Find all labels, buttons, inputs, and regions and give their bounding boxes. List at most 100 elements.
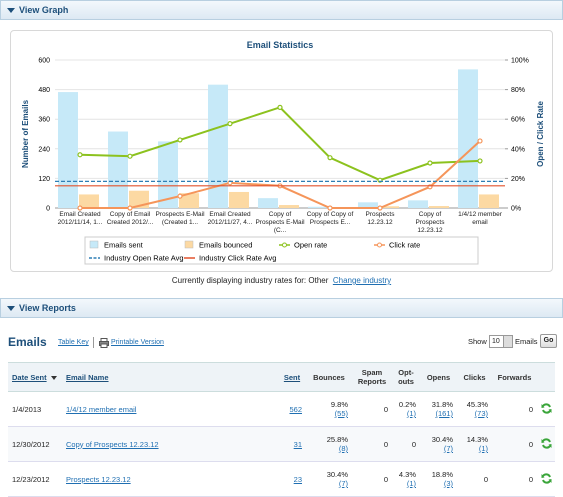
column-header[interactable]: Forwards: [492, 362, 537, 392]
cell-count[interactable]: (55): [334, 409, 348, 418]
bar: [158, 141, 178, 208]
divider: [93, 337, 94, 348]
legend-label: Industry Click Rate Avg: [199, 254, 276, 263]
x-tick-label: 1/4/12 member email: [458, 211, 502, 226]
cell-rate: 45.3%: [466, 400, 488, 409]
cell-count[interactable]: (1): [406, 479, 416, 488]
y2-tick-label: 40%: [511, 146, 525, 153]
printer-icon: [99, 338, 109, 348]
refresh-icon[interactable]: [541, 402, 552, 414]
table-cell: 23: [278, 461, 306, 497]
column-header[interactable]: Opt-outs: [392, 362, 420, 392]
legend-swatch: [184, 240, 194, 249]
cell-rate: 30.4%: [326, 470, 348, 479]
table-cell: 30.4% (7): [420, 426, 457, 462]
table-cell: 9.8% (55): [306, 391, 352, 427]
printable-link[interactable]: Printable Version: [111, 339, 164, 346]
cell-count[interactable]: (1): [478, 444, 488, 453]
bar: [479, 194, 499, 208]
x-tick-label: Copy of Prospects 12.23.12: [415, 211, 445, 234]
industry-note: Currently displaying industry rates for:…: [0, 276, 563, 285]
go-button[interactable]: Go: [540, 334, 557, 348]
table-cell: 0: [352, 426, 392, 462]
column-header-text: Forwards: [497, 372, 532, 382]
change-industry-link[interactable]: Change industry: [332, 276, 392, 285]
y-tick-label: 360: [38, 117, 50, 124]
legend-marker: [282, 242, 287, 248]
cell-link[interactable]: Prospects 12.23.12: [66, 474, 131, 484]
bar: [229, 191, 249, 208]
column-header[interactable]: Bounces: [306, 362, 352, 392]
column-header-text: Bounces: [313, 372, 345, 382]
table-cell: 1/4/12 member email: [62, 391, 278, 427]
bar: [429, 206, 449, 208]
cell-link[interactable]: Copy of Prospects 12.23.12: [66, 439, 159, 449]
graph-header[interactable]: View Graph: [0, 0, 563, 20]
cell-count[interactable]: (8): [338, 444, 348, 453]
y-axis-label: Number of Emails: [21, 99, 30, 168]
table-cell: 12/30/2012: [8, 426, 62, 462]
cell-count[interactable]: (73): [474, 409, 488, 418]
table-cell: 25.8% (8): [306, 426, 352, 462]
line-marker: [377, 205, 383, 211]
table-cell: 0: [492, 461, 537, 497]
cell-count[interactable]: (7): [443, 444, 453, 453]
cell-text: 0: [383, 474, 388, 484]
cell-count[interactable]: (7): [338, 479, 348, 488]
column-header[interactable]: Spam Reports: [352, 362, 392, 392]
cell-count[interactable]: (3): [443, 479, 453, 488]
page-size-select[interactable]: 10: [489, 335, 513, 348]
table-cell: 12/23/2012: [8, 461, 62, 497]
column-header-text: Sent: [283, 372, 301, 382]
x-tick-label: Prospects 12.23.12: [365, 211, 395, 226]
cell-link[interactable]: 562: [289, 404, 302, 414]
reports-header[interactable]: View Reports: [0, 298, 563, 318]
refresh-icon[interactable]: [541, 437, 552, 449]
table-cell: 18.8% (3): [420, 461, 457, 497]
action-cell: [537, 461, 555, 497]
x-tick-label: Prospects E-Mail (Created 1...: [155, 211, 205, 226]
column-header-text: Clicks: [463, 372, 486, 382]
legend-label: Emails bounced: [199, 241, 252, 250]
bar: [379, 206, 399, 208]
line-marker: [227, 121, 233, 127]
legend-swatch: [89, 240, 99, 249]
cell-count[interactable]: (1): [406, 409, 416, 418]
cell-rate: 14.3%: [466, 435, 488, 444]
column-header-text: Opt-outs: [398, 368, 414, 386]
cell-text: 1/4/2013: [12, 404, 42, 414]
reports-header-title: View Reports: [19, 303, 76, 313]
table-cell: 31: [278, 426, 306, 462]
table-cell: 14.3% (1): [457, 426, 492, 462]
refresh-icon[interactable]: [541, 472, 552, 484]
y2-tick-label: 0%: [511, 206, 521, 213]
line-marker: [327, 155, 333, 161]
table-cell: 31.8% (161): [420, 391, 457, 427]
cell-rate: 4.3%: [398, 470, 416, 479]
table-key-link[interactable]: Table Key: [58, 339, 89, 346]
x-tick-label: Copy of Copy of Prospects E...: [306, 211, 354, 226]
x-tick-label: Copy of Prospects E-Mail (C...: [255, 211, 305, 234]
cell-rate: 0.2%: [398, 400, 416, 409]
legend-label: Emails sent: [104, 241, 144, 250]
column-header[interactable]: Sent: [278, 362, 306, 392]
cell-link[interactable]: 31: [293, 439, 302, 449]
line-series: [79, 106, 481, 182]
column-header[interactable]: Opens: [420, 362, 457, 392]
column-header[interactable]: Clicks: [457, 362, 492, 392]
cell-count[interactable]: (161): [435, 409, 453, 418]
cell-link[interactable]: 23: [293, 474, 302, 484]
column-header[interactable]: Date Sent: [8, 362, 62, 392]
bar: [408, 200, 428, 208]
table-cell: 562: [278, 391, 306, 427]
cell-rate: 18.8%: [431, 470, 453, 479]
legend-marker: [377, 242, 382, 248]
bar: [208, 84, 228, 208]
column-header[interactable]: Email Name: [62, 362, 278, 392]
graph-header-title: View Graph: [19, 5, 69, 15]
cell-link[interactable]: 1/4/12 member email: [66, 404, 137, 414]
column-header-blank: [537, 362, 555, 392]
line-marker: [177, 193, 183, 199]
table-row: 1/4/2013 1/4/12 member email 562 9.8% (55) 0 0…: [8, 391, 555, 427]
table-cell: Prospects 12.23.12: [62, 461, 278, 497]
